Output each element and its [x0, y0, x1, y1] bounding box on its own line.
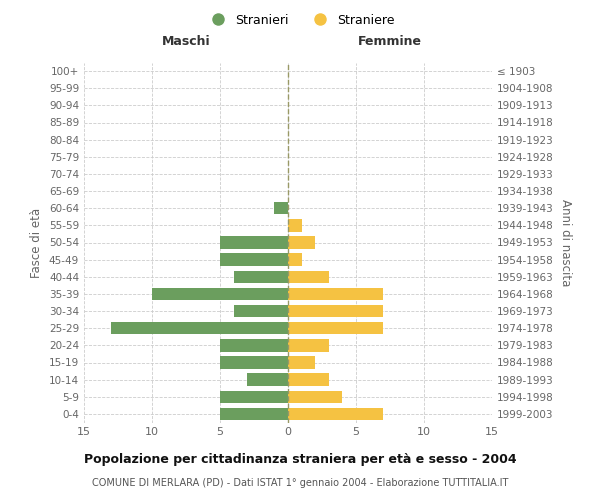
Bar: [111, 322, 288, 334]
Bar: [274, 202, 288, 214]
Bar: [288, 254, 302, 266]
Bar: [288, 270, 329, 283]
Bar: [220, 408, 288, 420]
Bar: [220, 339, 288, 351]
Bar: [288, 288, 383, 300]
Bar: [233, 305, 288, 317]
Bar: [152, 288, 288, 300]
Bar: [233, 270, 288, 283]
Text: Maschi: Maschi: [161, 35, 211, 48]
Bar: [288, 374, 329, 386]
Bar: [288, 236, 315, 248]
Text: Popolazione per cittadinanza straniera per età e sesso - 2004: Popolazione per cittadinanza straniera p…: [83, 452, 517, 466]
Bar: [220, 254, 288, 266]
Bar: [220, 356, 288, 368]
Bar: [220, 236, 288, 248]
Bar: [288, 408, 383, 420]
Text: Femmine: Femmine: [358, 35, 422, 48]
Bar: [288, 339, 329, 351]
Y-axis label: Anni di nascita: Anni di nascita: [559, 199, 572, 286]
Bar: [220, 390, 288, 403]
Text: COMUNE DI MERLARA (PD) - Dati ISTAT 1° gennaio 2004 - Elaborazione TUTTITALIA.IT: COMUNE DI MERLARA (PD) - Dati ISTAT 1° g…: [92, 478, 508, 488]
Bar: [288, 322, 383, 334]
Bar: [288, 356, 315, 368]
Y-axis label: Fasce di età: Fasce di età: [31, 208, 43, 278]
Legend: Stranieri, Straniere: Stranieri, Straniere: [200, 8, 400, 32]
Bar: [247, 374, 288, 386]
Bar: [288, 219, 302, 232]
Bar: [288, 305, 383, 317]
Bar: [288, 390, 343, 403]
